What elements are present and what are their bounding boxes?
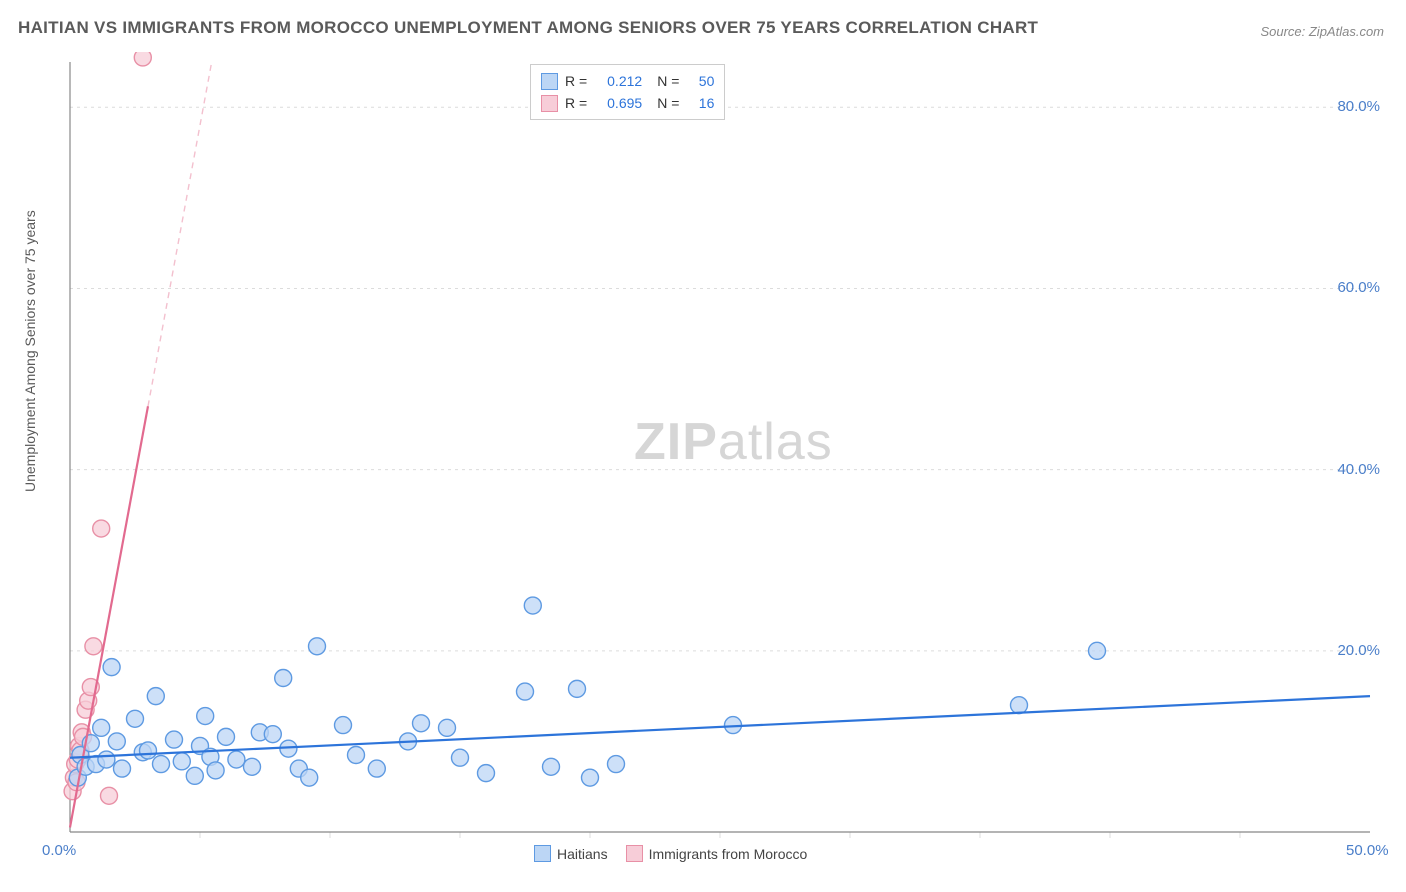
legend-n-value: 16 <box>686 92 714 114</box>
legend-r-value: 0.695 <box>594 92 642 114</box>
series-label-haitians: Haitians <box>557 846 608 862</box>
chart-title: HAITIAN VS IMMIGRANTS FROM MOROCCO UNEMP… <box>18 18 1038 38</box>
y-tick-label: 60.0% <box>1337 279 1380 296</box>
y-tick-label: 20.0% <box>1337 642 1380 659</box>
series-legend-morocco: Immigrants from Morocco <box>626 845 808 862</box>
legend-swatch-haitians <box>541 73 558 90</box>
scatter-plot-svg <box>14 52 1394 872</box>
series-label-morocco: Immigrants from Morocco <box>649 846 808 862</box>
x-tick-label: 0.0% <box>42 842 76 859</box>
legend-n-value: 50 <box>686 70 714 92</box>
chart-container: Unemployment Among Seniors over 75 years… <box>14 52 1394 872</box>
y-tick-label: 80.0% <box>1337 98 1380 115</box>
legend-r-label: R = <box>565 92 587 114</box>
series-swatch-haitians <box>534 845 551 862</box>
legend-r-label: R = <box>565 70 587 92</box>
x-tick-label: 50.0% <box>1346 842 1389 859</box>
legend-n-label: N = <box>657 92 679 114</box>
legend-swatch-morocco <box>541 95 558 112</box>
correlation-legend: R = 0.212 N = 50 R = 0.695 N = 16 <box>530 64 725 120</box>
legend-row-haitians: R = 0.212 N = 50 <box>541 70 714 92</box>
source-attribution: Source: ZipAtlas.com <box>1260 24 1384 39</box>
legend-row-morocco: R = 0.695 N = 16 <box>541 92 714 114</box>
series-legend-haitians: Haitians <box>534 845 608 862</box>
series-swatch-morocco <box>626 845 643 862</box>
y-tick-label: 40.0% <box>1337 461 1380 478</box>
legend-r-value: 0.212 <box>594 70 642 92</box>
series-legend: Haitians Immigrants from Morocco <box>534 845 807 862</box>
legend-n-label: N = <box>657 70 679 92</box>
